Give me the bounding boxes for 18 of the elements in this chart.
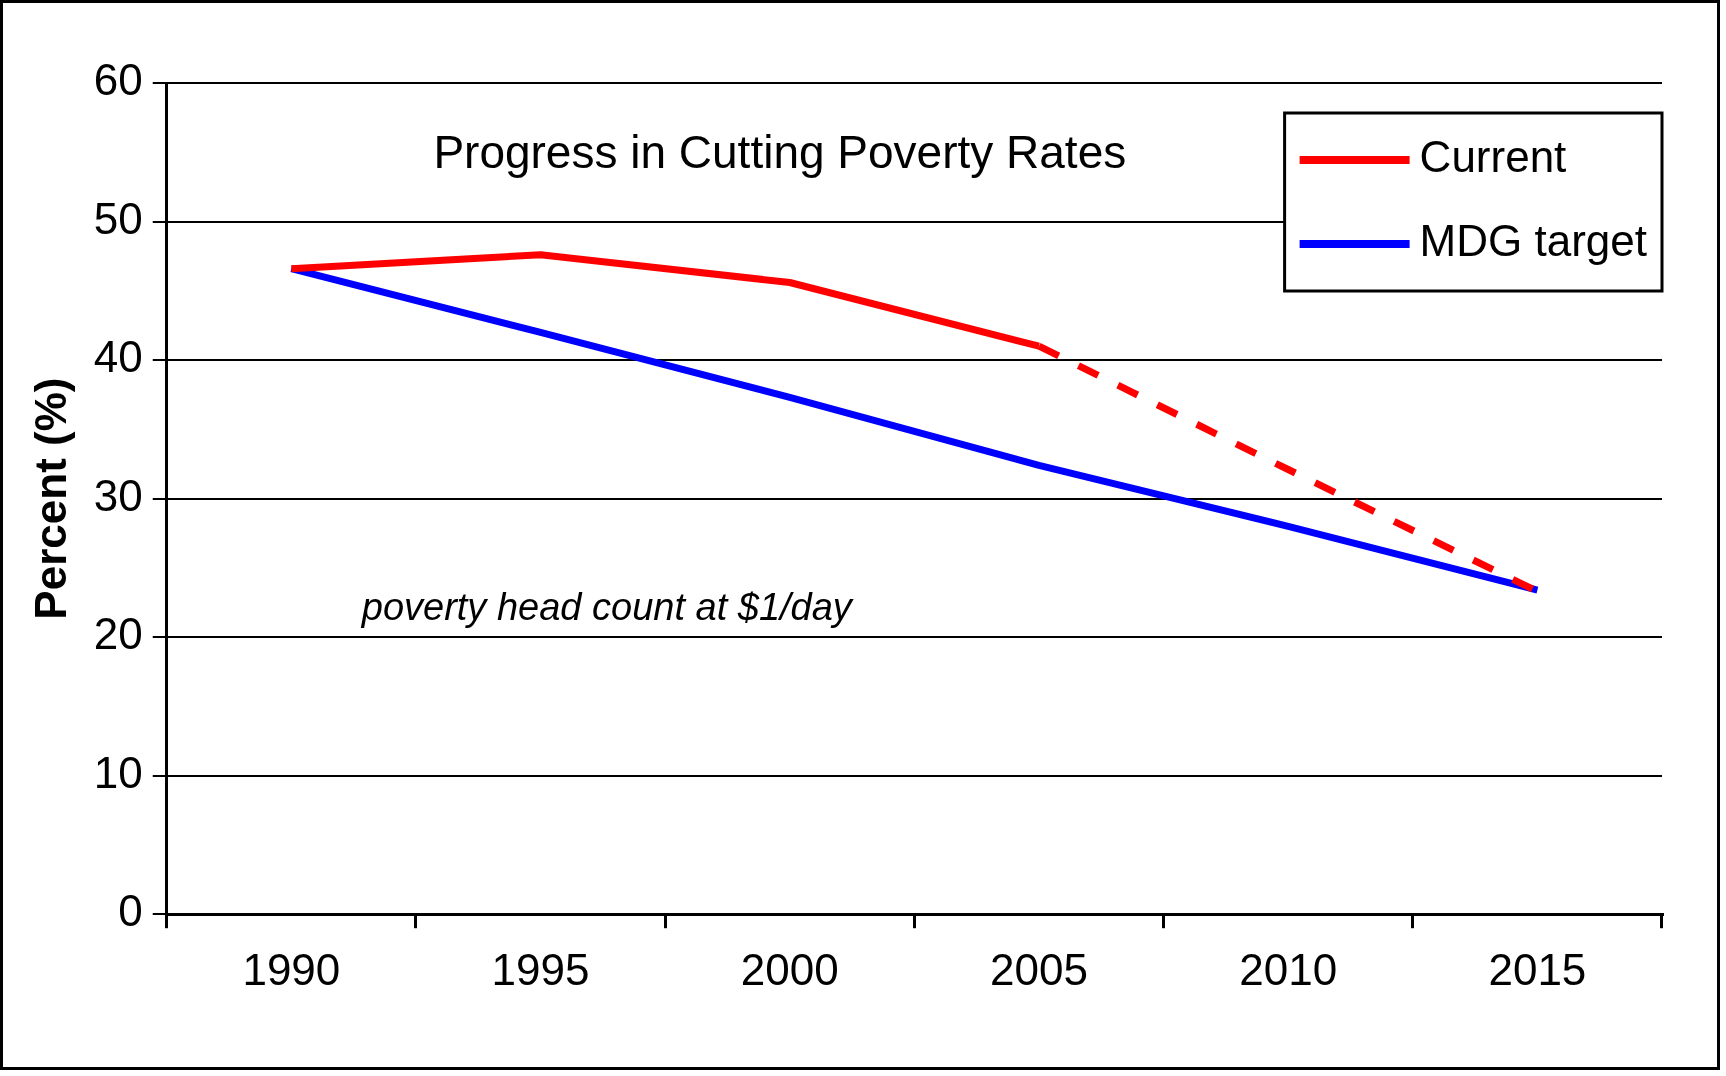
y-tick-label: 50 (93, 193, 143, 243)
y-tick-label: 40 (93, 332, 143, 382)
x-tick-label: 1995 (491, 944, 590, 994)
y-tick-label: 20 (93, 609, 143, 659)
x-tick-label: 2005 (990, 944, 1088, 994)
x-tick-label: 2000 (740, 944, 839, 994)
y-tick-label: 10 (93, 747, 143, 797)
text: Progress in Cutting Poverty Rates (433, 125, 1127, 178)
x-tick-label: 2015 (1488, 944, 1587, 994)
y-axis-title: Percent (%) (25, 377, 75, 620)
annotation: poverty head count at $1/day (360, 586, 854, 628)
y-tick-label: 60 (93, 55, 143, 105)
x-tick-label: 2010 (1239, 944, 1338, 994)
y-tick-label: 0 (118, 886, 143, 936)
legend-label: MDG target (1419, 216, 1647, 266)
y-tick-label: 30 (93, 470, 143, 520)
x-tick-label: 1990 (242, 944, 341, 994)
legend-label: Current (1419, 132, 1567, 182)
